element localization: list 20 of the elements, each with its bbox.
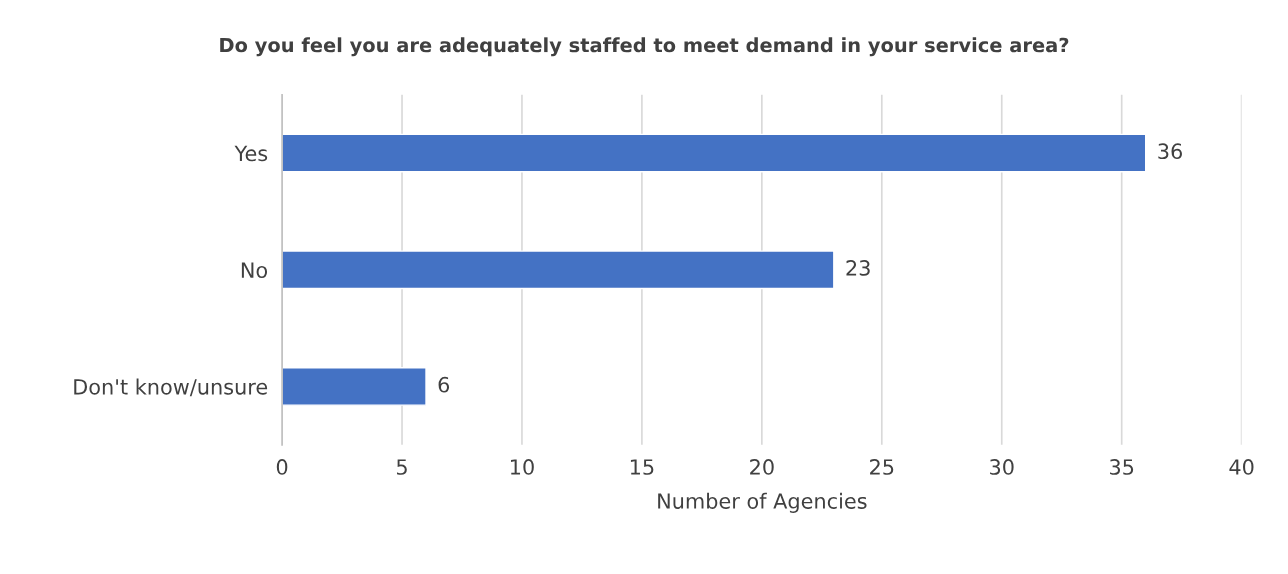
x-tick-label: 30	[990, 459, 1014, 475]
x-tick-label: 25	[870, 459, 894, 475]
x-tick-label: 0	[276, 459, 288, 475]
data-label: 6	[438, 376, 450, 393]
bar	[282, 367, 427, 406]
bar	[282, 250, 835, 290]
y-tick-label: No	[241, 262, 268, 278]
x-tick-label: 10	[511, 459, 534, 475]
bar	[282, 133, 1147, 173]
x-tick-label: 35	[1110, 459, 1134, 475]
chart-title: Do you feel you are adequately staffed to meet demand in your service area?	[220, 37, 1069, 57]
y-tick-label: Yes	[234, 145, 268, 162]
x-tick-label: 20	[750, 459, 774, 475]
x-tick-label: 5	[397, 459, 407, 475]
x-tick-label: 15	[630, 459, 654, 475]
data-label: 23	[846, 260, 870, 276]
y-tick-label: Don't know/unsure	[74, 378, 268, 397]
x-axis-title: Number of Agencies	[658, 492, 867, 513]
x-tick-label: 40	[1229, 459, 1254, 475]
data-label: 36	[1158, 143, 1182, 160]
